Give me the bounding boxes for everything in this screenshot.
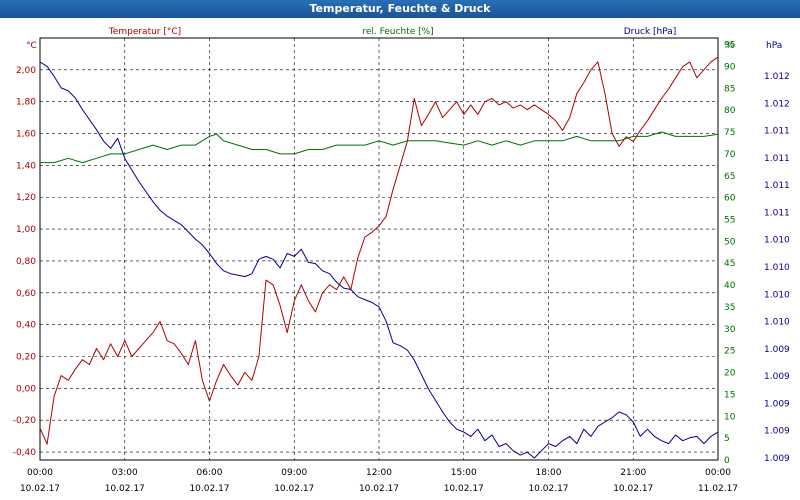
x-tick-time: 06:00 xyxy=(197,468,223,478)
humidity-tick-label: 10 xyxy=(724,412,736,422)
humidity-tick-label: 35 xyxy=(724,303,735,313)
temperature-tick-label: -0,40 xyxy=(13,448,37,458)
pressure-tick-label: 1.012 xyxy=(764,99,790,109)
series-layer xyxy=(39,56,719,459)
temperature-axis: 2,00 1,80 1,60 1,40 1,20 1,00 0,80 0,60 0,40 0,20… xyxy=(13,66,37,458)
humidity-tick-label: 95 xyxy=(724,41,735,51)
x-tick-time: 15:00 xyxy=(451,468,477,478)
pressure-tick-label: 1.009 xyxy=(764,427,790,437)
temperature-tick-label: 1,00 xyxy=(16,225,36,235)
pressure-axis-header: Druck [hPa] xyxy=(624,27,677,37)
chart-title-bar: Temperatur, Feuchte & Druck xyxy=(0,0,800,18)
humidity-tick-label: 75 xyxy=(724,128,735,138)
temperature-tick-label: 0,20 xyxy=(16,352,36,362)
chart-title: Temperatur, Feuchte & Druck xyxy=(309,2,491,15)
pressure-tick-label: 1.011 xyxy=(764,208,790,218)
pressure-axis: 1.012 1.012 1.011 1.011 1.011 1.011 1.010 1.010… xyxy=(764,72,790,464)
time-axis: 00:00 10.02.17 03:00 10.02.17 06:00 10.02.17 0… xyxy=(20,468,738,494)
humidity-tick-label: 70 xyxy=(724,150,736,160)
x-tick-date: 10.02.17 xyxy=(189,484,229,494)
pressure-tick-label: 1.010 xyxy=(764,290,790,300)
pressure-tick-label: 1.011 xyxy=(764,181,790,191)
temperature-tick-label: -0,20 xyxy=(13,416,37,426)
humidity-tick-label: 25 xyxy=(724,347,735,357)
x-tick-time: 18:00 xyxy=(536,468,562,478)
x-tick-date: 10.02.17 xyxy=(613,484,653,494)
pressure-tick-label: 1.011 xyxy=(764,127,790,137)
temperature-tick-label: 1,80 xyxy=(16,98,36,108)
humidity-tick-label: 40 xyxy=(724,281,736,291)
x-tick-time: 00:00 xyxy=(705,468,731,478)
temperature-axis-header: Temperatur [°C] xyxy=(108,27,181,37)
humidity-series-line xyxy=(40,131,719,164)
x-tick-date: 10.02.17 xyxy=(105,484,145,494)
x-tick-date: 10.02.17 xyxy=(528,484,568,494)
x-tick-time: 03:00 xyxy=(112,468,138,478)
pressure-tick-label: 1.010 xyxy=(764,263,790,273)
humidity-tick-label: 80 xyxy=(724,106,736,116)
humidity-tick-label: 45 xyxy=(724,259,735,269)
pressure-tick-label: 1.009 xyxy=(764,372,790,382)
humidity-tick-label: 50 xyxy=(724,237,736,247)
x-tick-date: 11.02.17 xyxy=(698,484,738,494)
x-tick-time: 00:00 xyxy=(27,468,53,478)
pressure-tick-label: 1.011 xyxy=(764,154,790,164)
temperature-unit-label: °C xyxy=(26,41,37,51)
humidity-unit-label: % xyxy=(726,41,735,51)
pressure-tick-label: 1.009 xyxy=(764,399,790,409)
temperature-tick-label: 1,60 xyxy=(16,130,36,140)
temperature-tick-label: 0,60 xyxy=(16,289,36,299)
humidity-tick-label: 20 xyxy=(724,369,736,379)
temperature-tick-label: 1,40 xyxy=(16,161,36,171)
pressure-tick-label: 1.010 xyxy=(764,318,790,328)
pressure-tick-label: 1.010 xyxy=(764,236,790,246)
temperature-tick-label: 0,40 xyxy=(16,321,36,331)
pressure-tick-label: 1.009 xyxy=(764,454,790,464)
temperature-tick-label: 0,00 xyxy=(16,384,36,394)
humidity-tick-label: 0 xyxy=(724,456,730,466)
temperature-tick-label: 0,80 xyxy=(16,257,36,267)
x-tick-time: 12:00 xyxy=(366,468,392,478)
pressure-tick-label: 1.012 xyxy=(764,72,790,82)
humidity-tick-label: 60 xyxy=(724,194,736,204)
humidity-tick-label: 55 xyxy=(724,215,735,225)
gridlines xyxy=(40,38,718,460)
pressure-unit-label: hPa xyxy=(766,41,782,51)
x-tick-time: 21:00 xyxy=(620,468,646,478)
temperature-series-line xyxy=(39,56,719,445)
humidity-tick-label: 90 xyxy=(724,62,736,72)
humidity-tick-label: 85 xyxy=(724,84,735,94)
x-tick-date: 10.02.17 xyxy=(444,484,484,494)
temperature-tick-label: 2,00 xyxy=(16,66,36,76)
humidity-tick-label: 5 xyxy=(724,434,730,444)
x-tick-date: 10.02.17 xyxy=(359,484,399,494)
x-tick-date: 10.02.17 xyxy=(20,484,60,494)
temperature-tick-label: 1,20 xyxy=(16,193,36,203)
humidity-tick-label: 65 xyxy=(724,172,735,182)
x-tick-date: 10.02.17 xyxy=(274,484,314,494)
humidity-tick-label: 30 xyxy=(724,325,736,335)
x-tick-time: 09:00 xyxy=(281,468,307,478)
humidity-tick-label: 15 xyxy=(724,390,735,400)
pressure-series-line xyxy=(39,61,719,459)
humidity-axis-header: rel. Feuchte [%] xyxy=(362,27,433,37)
pressure-tick-label: 1.009 xyxy=(764,345,790,355)
